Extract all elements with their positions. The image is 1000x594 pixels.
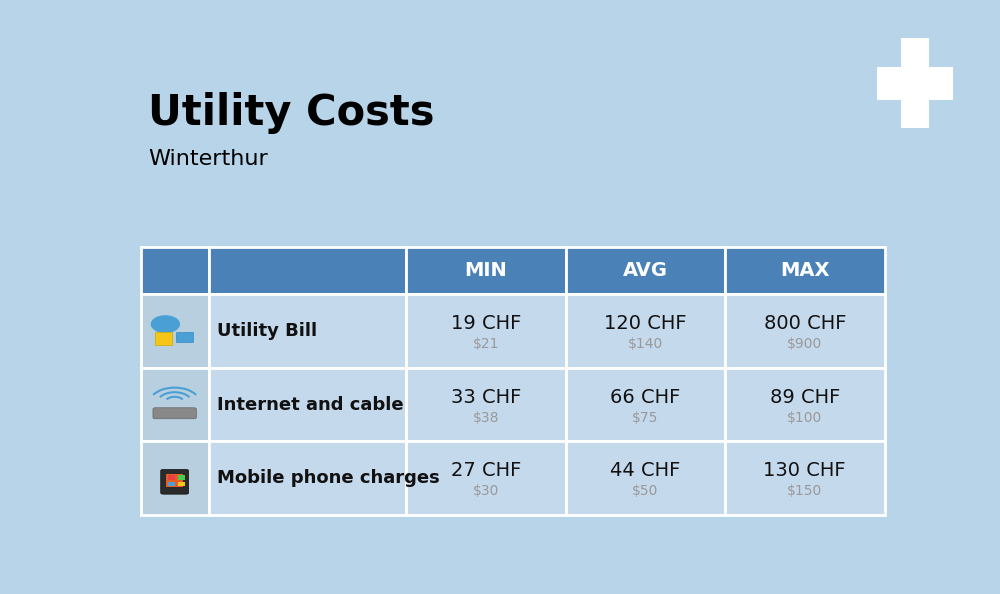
FancyBboxPatch shape	[140, 294, 209, 368]
FancyBboxPatch shape	[178, 475, 185, 480]
Text: AVG: AVG	[623, 261, 668, 280]
FancyBboxPatch shape	[566, 368, 725, 441]
Text: 19 CHF: 19 CHF	[451, 314, 521, 333]
FancyBboxPatch shape	[406, 294, 566, 368]
FancyBboxPatch shape	[725, 368, 885, 441]
Text: $21: $21	[473, 337, 499, 351]
Text: MIN: MIN	[465, 261, 507, 280]
Text: 130 CHF: 130 CHF	[763, 462, 846, 481]
FancyBboxPatch shape	[406, 441, 566, 515]
FancyBboxPatch shape	[725, 247, 885, 294]
FancyBboxPatch shape	[209, 294, 406, 368]
FancyBboxPatch shape	[209, 247, 406, 294]
Text: Winterthur: Winterthur	[148, 149, 268, 169]
FancyBboxPatch shape	[168, 482, 175, 486]
FancyBboxPatch shape	[176, 333, 193, 342]
FancyBboxPatch shape	[166, 473, 183, 487]
FancyBboxPatch shape	[725, 441, 885, 515]
Bar	[901, 38, 929, 128]
FancyBboxPatch shape	[153, 407, 196, 419]
FancyBboxPatch shape	[140, 247, 209, 294]
Text: $100: $100	[787, 411, 822, 425]
Text: 44 CHF: 44 CHF	[610, 462, 681, 481]
Text: 33 CHF: 33 CHF	[451, 388, 521, 407]
FancyBboxPatch shape	[161, 469, 189, 494]
FancyBboxPatch shape	[566, 441, 725, 515]
FancyBboxPatch shape	[209, 441, 406, 515]
FancyBboxPatch shape	[406, 247, 566, 294]
Text: $900: $900	[787, 337, 822, 351]
FancyBboxPatch shape	[155, 332, 172, 345]
Text: Internet and cable: Internet and cable	[217, 396, 403, 413]
Text: $30: $30	[473, 484, 499, 498]
Text: $50: $50	[632, 484, 659, 498]
Text: $150: $150	[787, 484, 822, 498]
Text: 27 CHF: 27 CHF	[451, 462, 521, 481]
Text: 120 CHF: 120 CHF	[604, 314, 687, 333]
FancyBboxPatch shape	[140, 441, 209, 515]
Text: $38: $38	[473, 411, 499, 425]
FancyBboxPatch shape	[168, 475, 175, 480]
Text: 89 CHF: 89 CHF	[770, 388, 840, 407]
FancyBboxPatch shape	[209, 368, 406, 441]
FancyBboxPatch shape	[566, 247, 725, 294]
Text: 66 CHF: 66 CHF	[610, 388, 681, 407]
Text: Utility Bill: Utility Bill	[217, 322, 317, 340]
FancyBboxPatch shape	[178, 482, 185, 486]
Text: $140: $140	[628, 337, 663, 351]
FancyBboxPatch shape	[406, 368, 566, 441]
FancyBboxPatch shape	[140, 368, 209, 441]
Circle shape	[151, 316, 179, 333]
Text: Mobile phone charges: Mobile phone charges	[217, 469, 439, 487]
Text: Utility Costs: Utility Costs	[148, 92, 435, 134]
FancyBboxPatch shape	[725, 294, 885, 368]
Bar	[877, 67, 953, 100]
FancyBboxPatch shape	[566, 294, 725, 368]
Text: $75: $75	[632, 411, 659, 425]
Text: MAX: MAX	[780, 261, 830, 280]
Text: 800 CHF: 800 CHF	[764, 314, 846, 333]
